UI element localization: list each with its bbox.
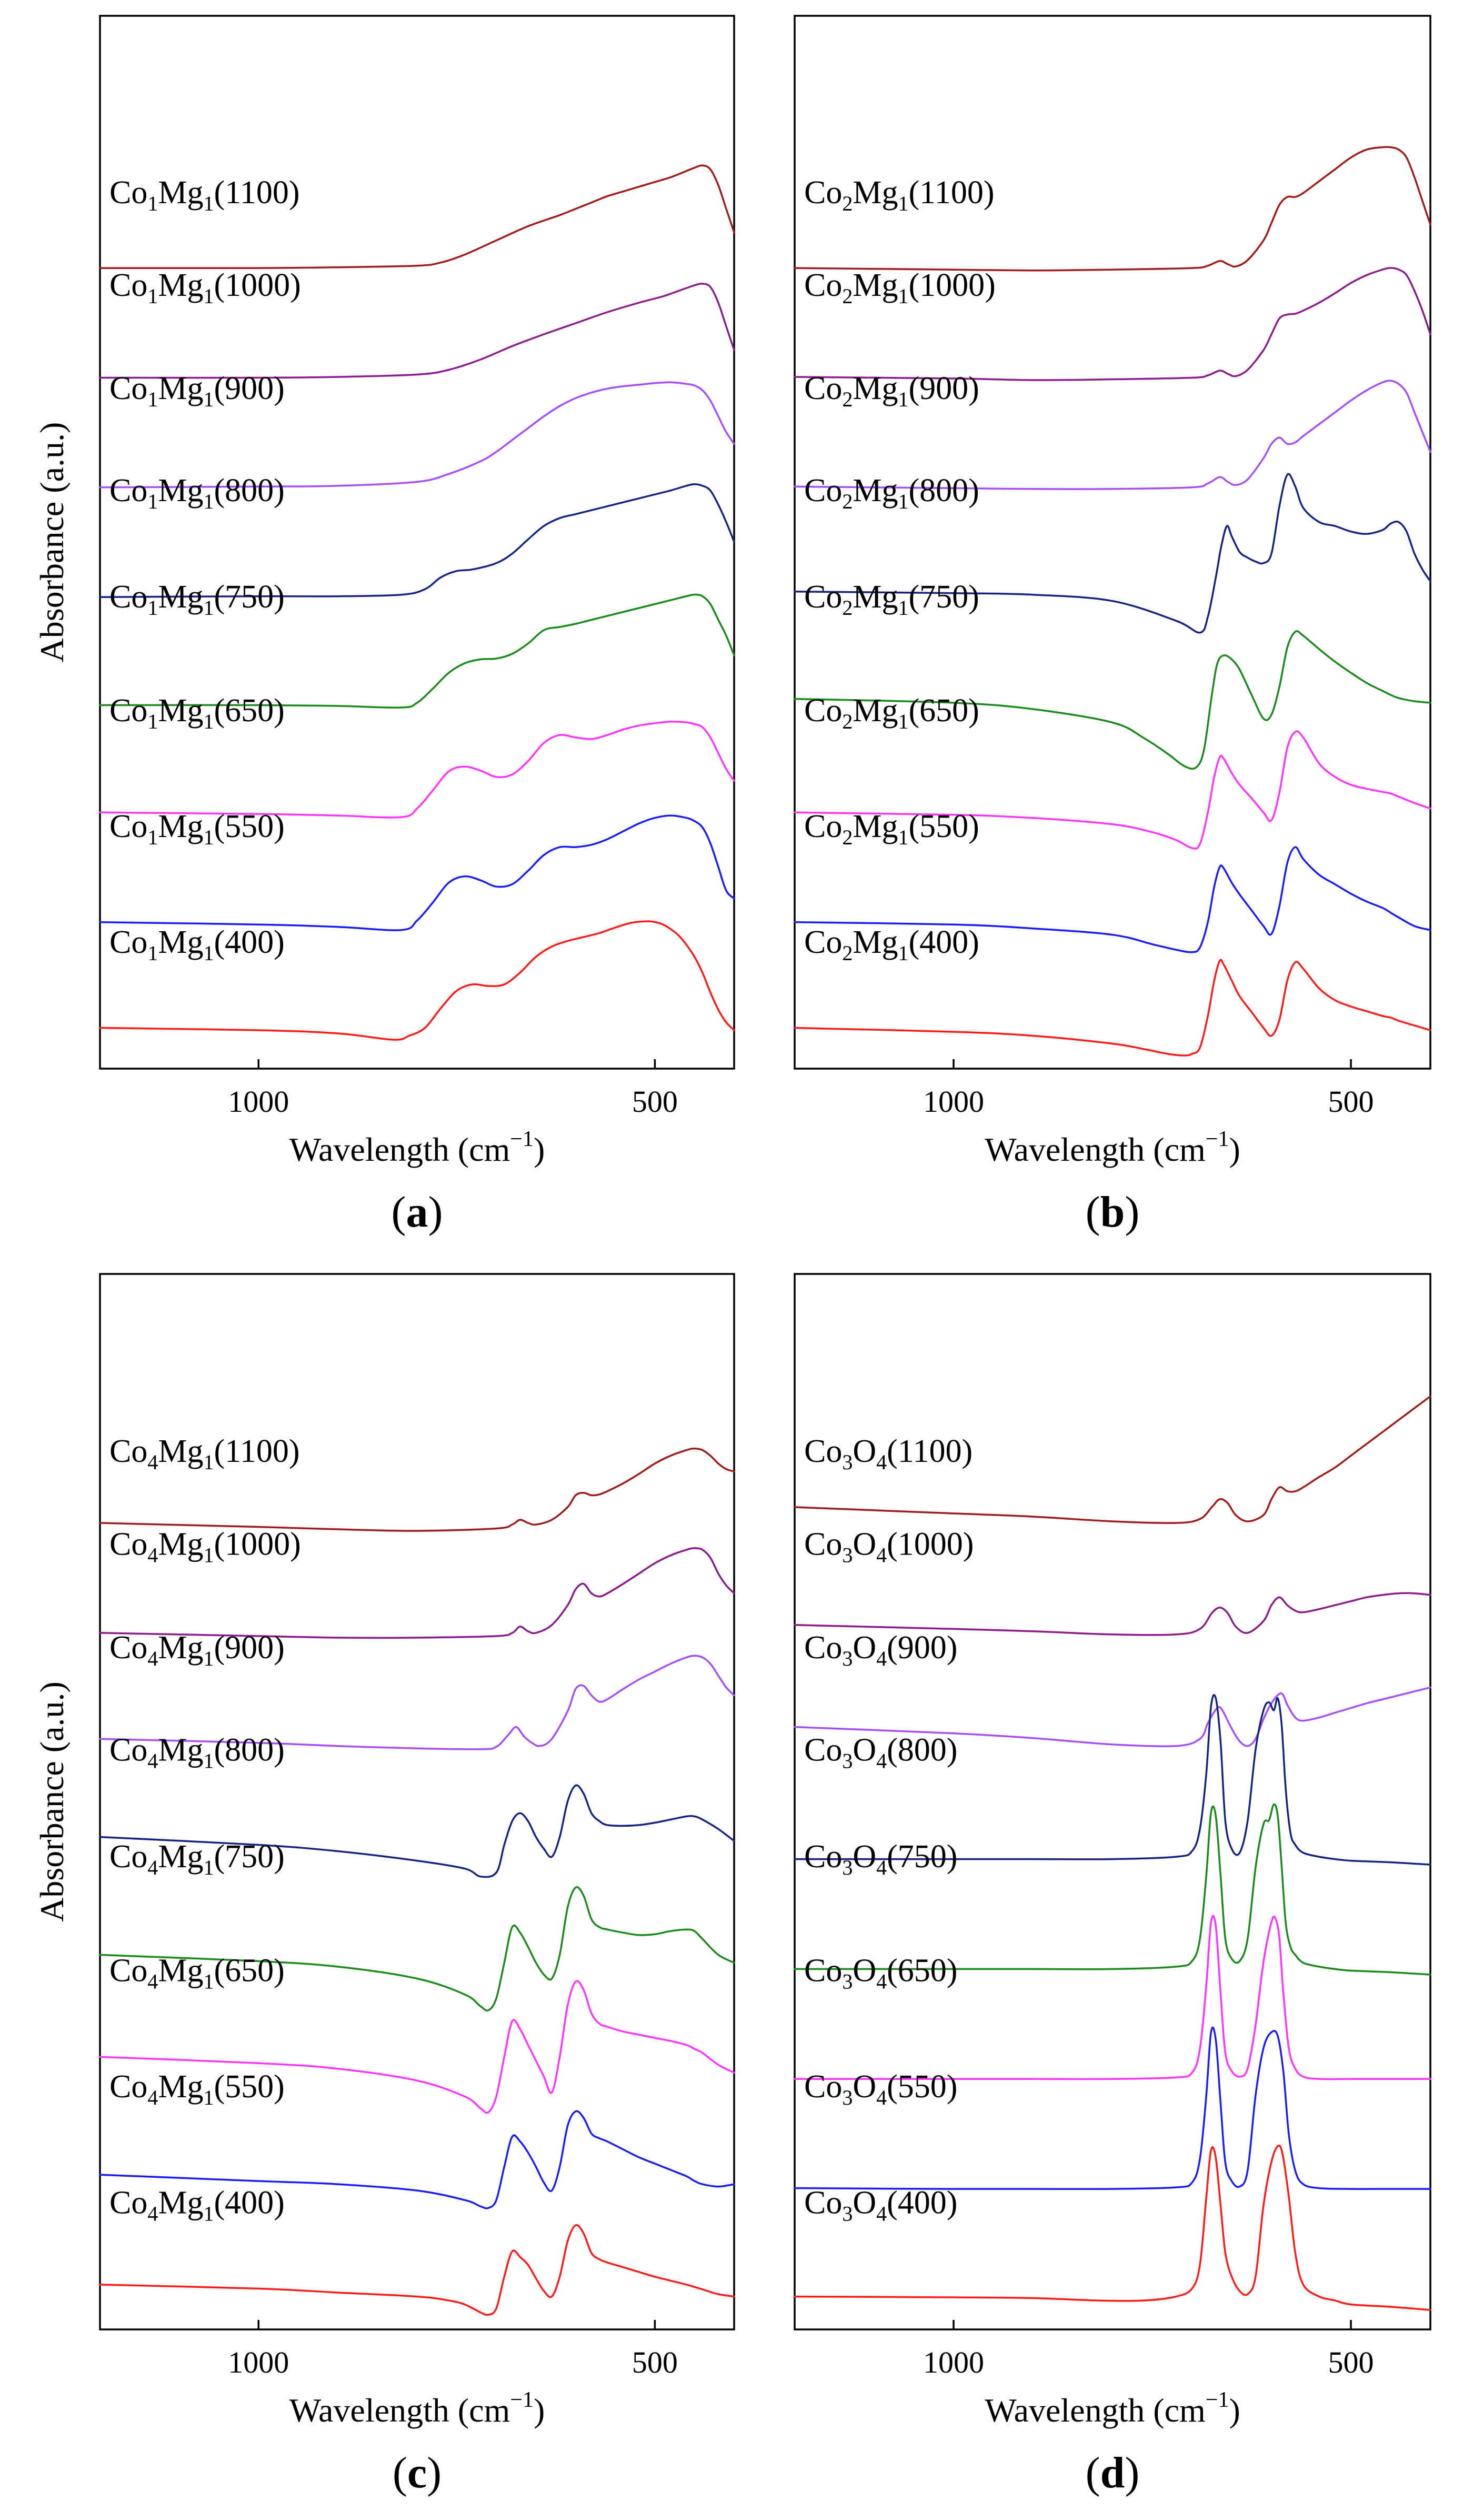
series-label-1100: Co4Mg1(1100)	[109, 1433, 300, 1474]
series-line-650	[794, 1915, 1431, 2080]
series-line-400	[794, 2145, 1431, 2311]
series-line-750	[99, 593, 735, 709]
panel-b: 1000 500 Wavelength (cm−1) (b) Co2Mg1(1100) C…	[794, 15, 1431, 1237]
series-label-750: Co1Mg1(750)	[109, 579, 285, 620]
x-tick-label: 500	[1328, 1084, 1374, 1119]
x-axis-label: Wavelength (cm−1)	[289, 1127, 545, 1168]
series-line-800	[99, 1784, 735, 1878]
series-line-1000	[99, 1547, 735, 1639]
series-label-650: Co2Mg1(650)	[804, 693, 979, 733]
series-label-550: Co2Mg1(550)	[804, 809, 979, 849]
series-line-800	[794, 473, 1431, 634]
series-label-1000: Co3O4(1000)	[804, 1526, 974, 1567]
series-line-550	[794, 846, 1431, 953]
series-line-650	[99, 721, 735, 819]
series-line-400	[99, 920, 735, 1041]
x-axis-label: Wavelength (cm−1)	[985, 2388, 1240, 2429]
series-label-1000: Co4Mg1(1000)	[109, 1526, 301, 1567]
panel-label: (d)	[1086, 2448, 1140, 2497]
series-label-650: Co1Mg1(650)	[109, 693, 285, 733]
y-axis-label: Absorbance (a.u.)	[33, 1681, 71, 1922]
series-line-1000	[99, 283, 735, 379]
x-tick-label: 500	[632, 1084, 678, 1119]
series-label-1000: Co1Mg1(1000)	[109, 267, 301, 308]
series-line-900	[99, 381, 735, 489]
series-label-400: Co3O4(400)	[804, 2185, 957, 2225]
y-axis-label: Absorbance (a.u.)	[33, 422, 71, 663]
series-label-400: Co1Mg1(400)	[109, 924, 285, 965]
series-line-900	[794, 380, 1431, 490]
series-label-1100: Co3O4(1100)	[804, 1433, 973, 1474]
plot-frame	[99, 1273, 735, 2330]
series-label-900: Co2Mg1(900)	[804, 371, 979, 411]
series-label-800: Co2Mg1(800)	[804, 473, 979, 513]
series-line-1100	[794, 146, 1431, 272]
series-line-800	[794, 1694, 1431, 1866]
series-line-1100	[99, 1447, 735, 1532]
x-tick-label: 1000	[923, 2345, 984, 2379]
x-axis-label: Wavelength (cm−1)	[289, 2388, 545, 2429]
panel-label: (a)	[392, 1188, 443, 1237]
series-label-800: Co3O4(800)	[804, 1732, 957, 1772]
panel-c: 1000 500 Wavelength (cm−1) (c) Absorbance (a…	[33, 1273, 735, 2497]
x-axis-label: Wavelength (cm−1)	[985, 1127, 1240, 1168]
x-tick-label: 1000	[228, 1084, 289, 1119]
panel-label: (c)	[393, 2448, 442, 2497]
series-label-800: Co4Mg1(800)	[109, 1732, 285, 1772]
series-label-400: Co2Mg1(400)	[804, 924, 979, 965]
panel-label: (b)	[1086, 1188, 1140, 1237]
series-line-1100	[794, 1395, 1431, 1524]
series-line-750	[794, 630, 1431, 770]
series-line-1000	[794, 267, 1431, 381]
series-label-400: Co4Mg1(400)	[109, 2185, 285, 2225]
x-tick-label: 500	[1328, 2345, 1374, 2379]
x-tick-label: 500	[632, 2345, 678, 2379]
panel-a: 1000 500 Wavelength (cm−1) (a) Absorbance (a…	[33, 15, 735, 1237]
series-line-900	[794, 1686, 1431, 1748]
series-label-750: Co2Mg1(750)	[804, 579, 979, 620]
series-label-550: Co1Mg1(550)	[109, 809, 285, 849]
series-label-650: Co3O4(650)	[804, 1953, 957, 1993]
series-line-550	[794, 2026, 1431, 2190]
series-line-750	[99, 1886, 735, 2011]
plot-frame	[794, 1273, 1431, 2330]
series-label-900: Co3O4(900)	[804, 1630, 957, 1670]
series-line-1100	[99, 164, 735, 270]
series-label-750: Co4Mg1(750)	[109, 1839, 285, 1879]
series-label-1100: Co2Mg1(1100)	[804, 175, 995, 215]
series-label-900: Co1Mg1(900)	[109, 371, 285, 411]
series-label-1100: Co1Mg1(1100)	[109, 175, 300, 215]
series-label-750: Co3O4(750)	[804, 1839, 957, 1879]
x-tick-label: 1000	[923, 1084, 984, 1119]
series-line-900	[99, 1655, 735, 1750]
series-label-650: Co4Mg1(650)	[109, 1953, 285, 1993]
plot-frame	[794, 15, 1431, 1070]
series-line-750	[794, 1803, 1431, 1976]
series-label-1000: Co2Mg1(1000)	[804, 267, 996, 308]
series-line-650	[99, 1980, 735, 2114]
panel-d: 1000 500 Wavelength (cm−1) (d) Co3O4(1100) Co…	[794, 1273, 1431, 2497]
series-line-650	[794, 730, 1431, 850]
series-line-550	[99, 2110, 735, 2209]
series-line-400	[99, 2224, 735, 2316]
series-line-800	[99, 483, 735, 598]
series-label-900: Co4Mg1(900)	[109, 1630, 285, 1670]
x-tick-label: 1000	[228, 2345, 289, 2379]
plot-frame	[99, 15, 735, 1070]
series-label-550: Co4Mg1(550)	[109, 2069, 285, 2109]
series-label-800: Co1Mg1(800)	[109, 473, 285, 513]
series-line-400	[794, 959, 1431, 1057]
series-line-1000	[794, 1592, 1431, 1636]
series-line-550	[99, 814, 735, 931]
series-label-550: Co3O4(550)	[804, 2069, 957, 2109]
